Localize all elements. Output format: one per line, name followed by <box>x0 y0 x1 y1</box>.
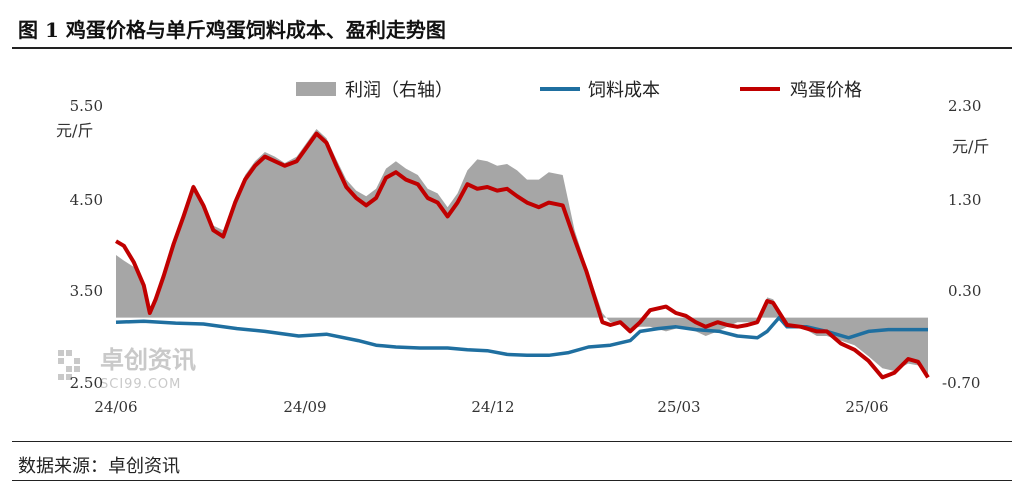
data-source: 数据来源：卓创资讯 <box>18 456 180 477</box>
x-tick-label: 25/03 <box>657 398 700 416</box>
watermark-site: SCI99.COM <box>100 377 181 392</box>
left-axis-unit: 元/斤 <box>56 121 93 140</box>
x-tick-label: 25/06 <box>845 398 888 416</box>
footer-rule <box>12 441 1012 442</box>
legend-label-feed: 饲料成本 <box>588 80 660 101</box>
right-tick-label: 0.30 <box>948 282 981 300</box>
title-rule <box>12 47 1012 49</box>
x-tick-label: 24/12 <box>471 398 514 416</box>
legend: 利润（右轴） 饲料成本 鸡蛋价格 <box>296 80 862 101</box>
legend-swatch-profit <box>296 82 336 96</box>
legend-label-profit: 利润（右轴） <box>345 80 453 101</box>
series-area-profit <box>116 129 928 375</box>
chart-title: 图 1 鸡蛋价格与单斤鸡蛋饲料成本、盈利走势图 <box>18 18 446 42</box>
left-tick-label: 5.50 <box>70 97 103 115</box>
right-tick-label: -0.70 <box>942 374 980 392</box>
right-axis-unit: 元/斤 <box>952 137 989 156</box>
legend-label-egg: 鸡蛋价格 <box>790 80 862 101</box>
left-tick-label: 2.50 <box>70 374 103 392</box>
left-tick-label: 3.50 <box>70 282 103 300</box>
x-tick-label: 24/06 <box>94 398 137 416</box>
left-tick-label: 4.50 <box>70 191 103 209</box>
watermark: 卓创资讯 SCI99.COM <box>58 346 196 392</box>
right-tick-label: 1.30 <box>948 191 981 209</box>
series-line-egg-price <box>114 131 930 380</box>
right-tick-label: 2.30 <box>948 97 981 115</box>
watermark-name: 卓创资讯 <box>100 346 196 374</box>
x-tick-label: 24/09 <box>283 398 326 416</box>
footer-bottom-rule <box>12 480 1012 481</box>
watermark-logo-icon <box>58 350 80 380</box>
